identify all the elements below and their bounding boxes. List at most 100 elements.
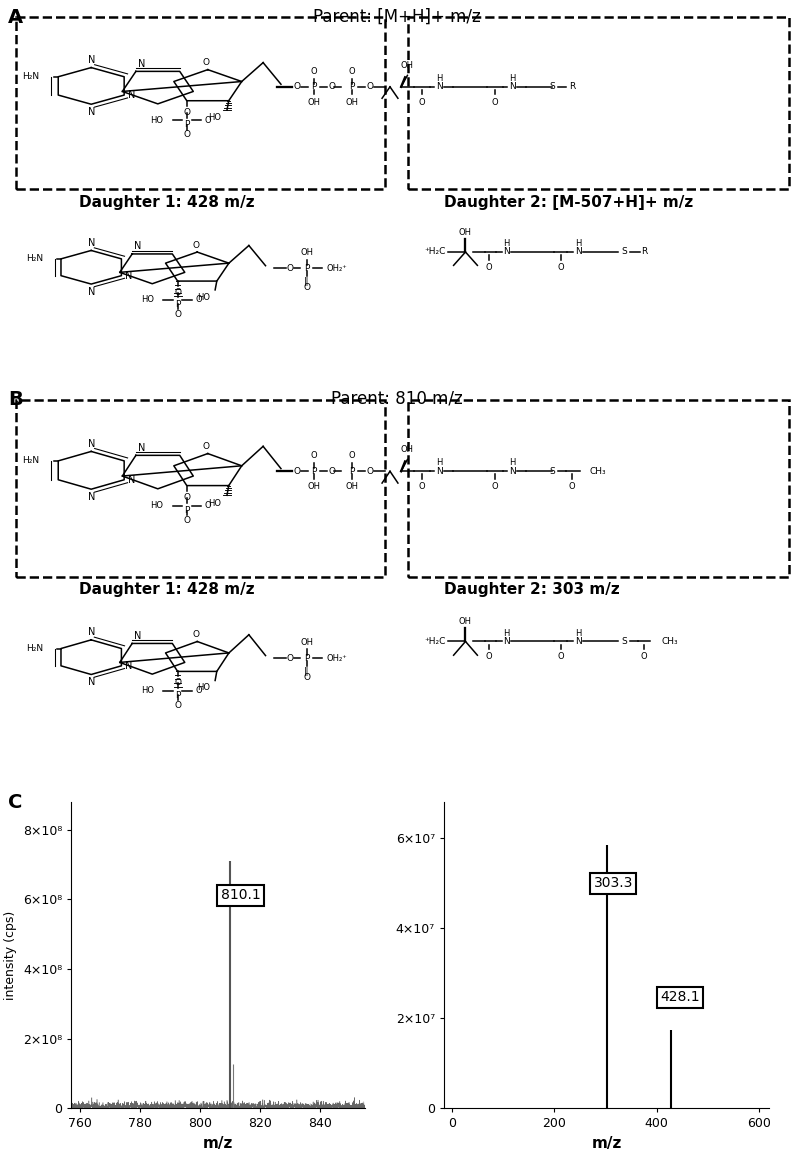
Text: OH: OH (308, 482, 320, 492)
Text: H₂N: H₂N (22, 456, 39, 465)
Text: ‖: ‖ (305, 278, 308, 286)
Text: O: O (183, 516, 190, 525)
Text: C: C (8, 793, 22, 811)
Text: HO: HO (197, 684, 210, 692)
Text: O: O (287, 264, 293, 273)
Text: H: H (504, 628, 510, 638)
Text: OH: OH (300, 249, 313, 257)
Text: P: P (349, 82, 354, 91)
Text: O: O (205, 501, 211, 510)
Text: Daughter 2: [M-507+H]+ m/z: Daughter 2: [M-507+H]+ m/z (444, 194, 693, 209)
X-axis label: m/z: m/z (203, 1136, 233, 1151)
Text: N: N (87, 106, 95, 117)
Text: HO: HO (150, 116, 163, 125)
Text: S: S (549, 466, 554, 476)
Text: P: P (304, 654, 309, 663)
Text: O: O (293, 82, 301, 91)
Text: O: O (492, 97, 498, 106)
Text: Daughter 1: 428 m/z: Daughter 1: 428 m/z (79, 582, 255, 597)
Text: N: N (128, 90, 136, 100)
Text: H: H (509, 458, 515, 467)
Text: N: N (436, 82, 442, 91)
Text: H₂N: H₂N (26, 255, 44, 264)
Text: ‖: ‖ (305, 668, 308, 677)
Text: H: H (436, 74, 442, 83)
Text: N: N (575, 638, 581, 646)
Text: O: O (183, 108, 190, 117)
Text: N: N (509, 466, 515, 476)
Text: OH: OH (459, 228, 472, 237)
Text: P: P (175, 691, 180, 700)
Text: N: N (87, 677, 95, 687)
Text: N: N (504, 638, 510, 646)
Text: N: N (87, 439, 95, 449)
Text: Daughter 1: 428 m/z: Daughter 1: 428 m/z (79, 194, 255, 209)
Text: HO: HO (209, 499, 221, 508)
Text: O: O (349, 451, 355, 460)
Text: N: N (87, 287, 95, 296)
Text: OH: OH (346, 97, 358, 106)
Text: ⁺H₂C: ⁺H₂C (424, 248, 446, 257)
Text: O: O (557, 653, 564, 662)
Text: O: O (366, 82, 374, 91)
Text: N: N (134, 242, 141, 251)
Text: O: O (183, 131, 190, 139)
Text: N: N (87, 238, 95, 248)
Text: O: O (303, 673, 310, 681)
Text: S: S (621, 638, 627, 646)
Text: O: O (195, 295, 201, 304)
Text: H₂N: H₂N (26, 644, 44, 653)
Text: O: O (486, 653, 492, 662)
Text: S: S (549, 82, 554, 91)
Text: N: N (509, 82, 515, 91)
Text: P: P (175, 300, 180, 309)
Text: N: N (87, 627, 95, 638)
Text: O: O (486, 263, 492, 272)
Text: N: N (138, 442, 145, 452)
Text: O: O (557, 263, 564, 272)
Text: P: P (311, 82, 316, 91)
Text: O: O (192, 631, 199, 639)
Text: O: O (183, 493, 190, 502)
Text: O: O (311, 67, 317, 76)
Text: HO: HO (209, 113, 221, 123)
Text: P: P (184, 120, 190, 130)
Text: O: O (641, 653, 647, 662)
Text: N: N (138, 59, 145, 68)
Text: P: P (349, 466, 354, 476)
Text: OH: OH (346, 482, 358, 492)
Text: OH: OH (459, 617, 472, 626)
Text: 810.1: 810.1 (221, 889, 261, 902)
Text: O: O (174, 678, 181, 687)
Text: H: H (504, 239, 510, 248)
Text: O: O (569, 482, 575, 492)
Text: O: O (195, 686, 201, 695)
Text: O: O (349, 67, 355, 76)
Text: O: O (287, 654, 293, 663)
Text: H: H (509, 74, 515, 83)
Text: H: H (575, 239, 581, 248)
Text: H: H (575, 628, 581, 638)
Text: O: O (174, 310, 181, 318)
Text: O: O (366, 466, 374, 476)
Text: N: N (87, 54, 95, 65)
Text: O: O (492, 482, 498, 492)
Text: Parent: 810 m/z: Parent: 810 m/z (331, 390, 462, 407)
Text: N: N (134, 631, 141, 641)
Text: R: R (569, 82, 576, 91)
Text: OH₂⁺: OH₂⁺ (327, 264, 347, 273)
Text: N: N (125, 661, 132, 671)
Text: N: N (128, 474, 136, 485)
Text: 303.3: 303.3 (593, 876, 633, 890)
Text: HO: HO (150, 501, 163, 510)
Text: HO: HO (197, 293, 210, 302)
Text: HO: HO (141, 686, 154, 695)
Text: O: O (293, 466, 301, 476)
Text: N: N (504, 248, 510, 257)
Text: OH: OH (401, 60, 414, 69)
Text: H₂N: H₂N (22, 72, 39, 81)
Text: N: N (87, 492, 95, 502)
Text: O: O (174, 701, 181, 709)
Text: P: P (311, 466, 316, 476)
Text: O: O (328, 466, 335, 476)
